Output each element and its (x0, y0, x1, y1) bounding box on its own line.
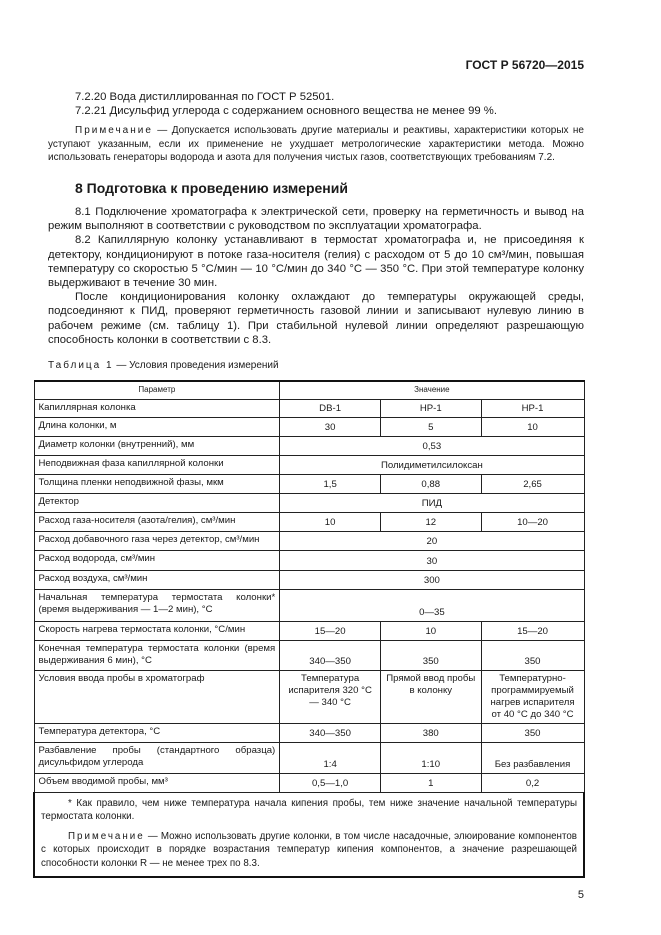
row-value: 1:4 (279, 741, 381, 774)
row-value: 0—35 (279, 588, 585, 622)
row-value: 10—20 (480, 511, 585, 532)
table-row: Расход добавочного газа через детектор, … (33, 530, 585, 551)
header-parameter: Параметр (33, 379, 281, 400)
caption-text: — Условия проведения измерений (113, 359, 279, 371)
table-row: Начальная температура термостата колонки… (33, 588, 585, 622)
row-value: 15—20 (480, 620, 585, 641)
paragraph: 7.2.21 Дисульфид углерода с содержанием … (75, 105, 497, 118)
table-row: Толщина пленки неподвижной фазы, мкм 1,5 0… (33, 473, 585, 494)
row-value: 30 (279, 549, 585, 571)
table-row: Расход газа-носителя (азота/гелия), см³/… (33, 511, 585, 532)
table-header: Параметр Значение (33, 379, 585, 400)
table-row: Детектор ПИД (33, 492, 585, 513)
row-parameter: Толщина пленки неподвижной фазы, мкм (33, 473, 281, 494)
note-label: Примечание (75, 125, 153, 137)
row-parameter: Неподвижная фаза капиллярной колонки (33, 454, 281, 475)
row-parameter: Детектор (33, 492, 281, 513)
row-value: 380 (379, 722, 482, 743)
row-value: 30 (279, 416, 381, 437)
table-row: Диаметр колонки (внутренний), мм 0,53 (33, 435, 585, 456)
table-row: Конечная температура термостата колонки … (33, 639, 585, 671)
table-caption: Таблица 1 — Условия проведения измерений (48, 359, 584, 372)
table-row: Неподвижная фаза капиллярной колонки Поли… (33, 454, 585, 475)
table-row: Условия ввода пробы в хроматограф Темпера… (33, 669, 585, 724)
top-paragraphs: 7.2.20 Вода дистиллированная по ГОСТ Р 5… (48, 90, 584, 165)
paragraph: 7.2.20 Вода дистиллированная по ГОСТ Р 5… (75, 91, 335, 103)
row-parameter: Объем вводимой пробы, мм³ (33, 772, 281, 793)
row-value: 10 (480, 416, 585, 437)
paragraph: 8.1 Подключение хроматографа к электриче… (48, 205, 584, 233)
document-id: ГОСТ Р 56720—2015 (465, 58, 584, 72)
row-value: 10 (379, 620, 482, 641)
paragraph: 8.2 Капиллярную колонку устанавливают в … (48, 234, 584, 289)
page-number: 5 (577, 889, 584, 902)
table-row: Разбавление пробы (стандартного образца)… (33, 741, 585, 774)
row-value: 1:10 (379, 741, 482, 774)
row-value: 0,5—1,0 (279, 772, 381, 793)
row-value: 350 (379, 639, 482, 671)
row-value: 350 (480, 639, 585, 671)
row-parameter: Расход воздуха, см³/мин (33, 569, 281, 590)
row-value: 0,53 (279, 435, 585, 456)
row-value: 0,2 (480, 772, 585, 793)
header-value: Значение (279, 379, 585, 400)
row-parameter: Скорость нагрева термостата колонки, °С/… (33, 620, 281, 641)
caption-label: Таблица 1 (48, 359, 114, 371)
footnote: * Как правило, чем ниже температура нача… (41, 797, 577, 823)
row-value: 20 (279, 530, 585, 551)
table-footer: * Как правило, чем ниже температура нача… (33, 791, 585, 879)
table-row: Расход водорода, см³/мин 30 (33, 549, 585, 571)
row-parameter: Температура детектора, °С (33, 722, 281, 743)
row-value: 10 (279, 511, 381, 532)
section-body: 8.1 Подключение хроматографа к электриче… (48, 205, 584, 347)
note-text: — Можно использовать другие колонки, в т… (41, 830, 577, 869)
table-row: Скорость нагрева термостата колонки, °С/… (33, 620, 585, 641)
row-value: DB-1 (279, 398, 381, 418)
row-parameter: Расход водорода, см³/мин (33, 549, 281, 571)
row-parameter: Капиллярная колонка (33, 398, 281, 418)
row-parameter: Разбавление пробы (стандартного образца)… (33, 741, 281, 774)
row-value: 1 (379, 772, 482, 793)
row-parameter: Диаметр колонки (внутренний), мм (33, 435, 281, 456)
row-parameter: Начальная температура термостата колонки… (33, 588, 281, 622)
row-value: 12 (379, 511, 482, 532)
note: Примечание — Допускается использовать др… (48, 124, 584, 165)
row-value: 340—350 (279, 639, 381, 671)
row-value: Полидиметилсилоксан (279, 454, 585, 475)
footnotes: * Как правило, чем ниже температура нача… (33, 791, 585, 879)
row-value: Без разбавления (480, 741, 585, 774)
row-value: 350 (480, 722, 585, 743)
row-parameter: Расход газа-носителя (азота/гелия), см³/… (33, 511, 281, 532)
row-value: 2,65 (480, 473, 585, 494)
row-value: ПИД (279, 492, 585, 513)
note-text: — Допускается использовать другие матери… (48, 125, 584, 164)
conditions-table: Параметр Значение Капиллярная колонка DB-… (33, 379, 585, 879)
table-row: Длина колонки, м 30 5 10 (33, 416, 585, 437)
row-value: 15—20 (279, 620, 381, 641)
paragraph: После кондиционирования колонку охлаждаю… (48, 291, 584, 346)
table-row: Расход воздуха, см³/мин 300 (33, 569, 585, 590)
row-parameter: Условия ввода пробы в хроматограф (33, 669, 281, 724)
row-value: HP-1 (379, 398, 482, 418)
row-value: 1,5 (279, 473, 381, 494)
table-note: Примечание — Можно использовать другие к… (41, 830, 577, 871)
table-row: Объем вводимой пробы, мм³ 0,5—1,0 1 0,2 (33, 772, 585, 793)
row-value: 5 (379, 416, 482, 437)
row-parameter: Длина колонки, м (33, 416, 281, 437)
row-value: 340—350 (279, 722, 381, 743)
section-title: 8 Подготовка к проведению измерений (75, 179, 348, 196)
table-row: Капиллярная колонка DB-1 HP-1 HP-1 (33, 398, 585, 418)
row-parameter: Конечная температура термостата колонки … (33, 639, 281, 671)
note-label: Примечание (68, 830, 145, 842)
row-value: Температурно-программируемый нагрев испа… (480, 669, 585, 724)
row-value: 300 (279, 569, 585, 590)
row-value: HP-1 (480, 398, 585, 418)
row-value: 0,88 (379, 473, 482, 494)
row-value: Прямой ввод пробы в колонку (379, 669, 482, 724)
row-value: Температура испарителя 320 °С — 340 °С (279, 669, 381, 724)
table-row: Температура детектора, °С 340—350 380 350 (33, 722, 585, 743)
row-parameter: Расход добавочного газа через детектор, … (33, 530, 281, 551)
